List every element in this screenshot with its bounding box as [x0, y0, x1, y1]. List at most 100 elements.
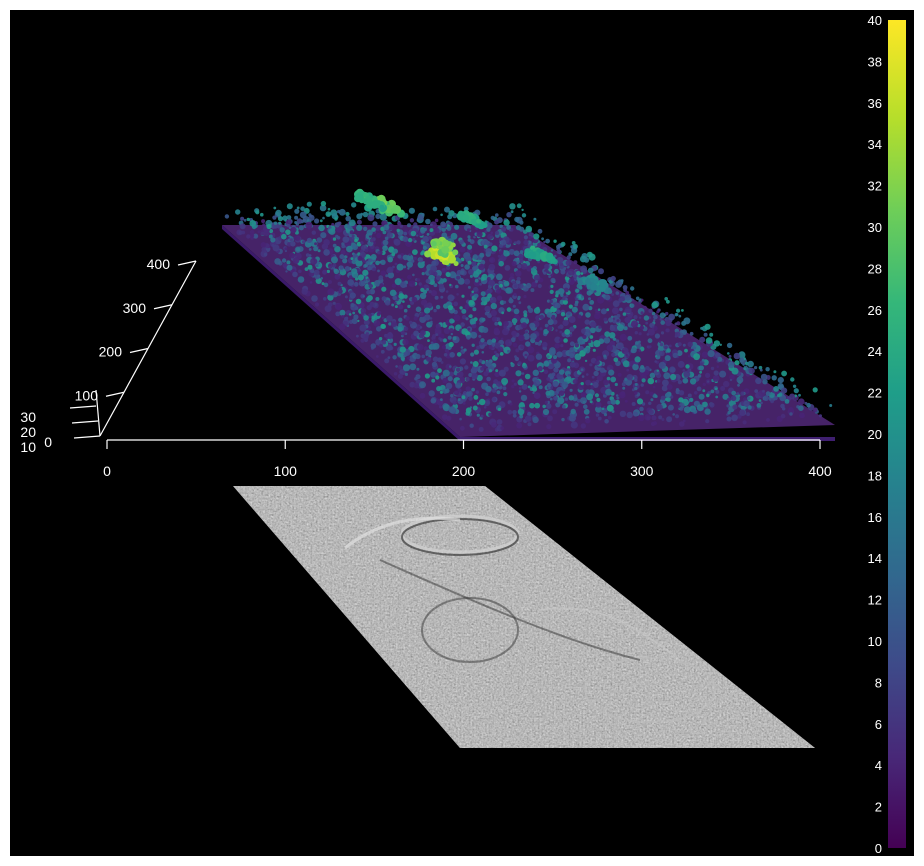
canopy-point: [327, 207, 331, 211]
canopy-point: [520, 263, 528, 270]
canopy-point: [595, 405, 602, 413]
z-tick-label: 30: [20, 409, 36, 425]
canopy-point: [766, 418, 770, 422]
canopy-point: [510, 362, 513, 365]
canopy-point: [480, 338, 485, 343]
canopy-point: [511, 384, 515, 389]
canopy-point: [446, 266, 451, 270]
canopy-point: [611, 410, 615, 413]
canopy-point: [461, 314, 467, 320]
canopy-point: [626, 355, 630, 359]
canopy-point: [625, 290, 630, 295]
canopy-point: [403, 265, 407, 269]
canopy-point: [352, 311, 356, 315]
canopy-point: [553, 254, 557, 258]
canopy-point: [572, 243, 578, 250]
canopy-point: [307, 264, 313, 270]
canopy-point: [571, 306, 578, 313]
canopy-point: [486, 277, 491, 281]
canopy-point: [666, 299, 670, 304]
canopy-point: [379, 283, 384, 288]
canopy-point: [636, 406, 640, 410]
canopy-point: [432, 206, 438, 212]
canopy-point: [490, 231, 494, 234]
canopy-point: [727, 397, 731, 402]
canopy-point: [372, 221, 378, 227]
canopy-point: [537, 228, 543, 234]
canopy-point: [698, 365, 704, 371]
canopy-point: [449, 271, 457, 279]
canopy-point: [640, 365, 645, 370]
canopy-point: [694, 384, 697, 387]
canopy-point: [607, 400, 611, 405]
canopy-point: [513, 382, 517, 386]
canopy-point: [251, 221, 257, 226]
canopy-point: [403, 231, 408, 236]
canopy-point: [381, 316, 385, 320]
canopy-point: [378, 337, 383, 341]
canopy-point: [484, 305, 491, 313]
canopy-point: [357, 256, 363, 261]
canopy-point: [525, 341, 531, 347]
canopy-point: [368, 330, 373, 334]
canopy-point: [544, 323, 549, 328]
canopy-point: [488, 279, 496, 287]
canopy-point: [435, 304, 441, 310]
canopy-point: [715, 389, 720, 394]
canopy-point: [513, 241, 518, 245]
canopy-point: [416, 278, 421, 282]
canopy-point: [563, 287, 569, 293]
canopy-point: [624, 377, 628, 381]
canopy-point: [407, 304, 411, 309]
canopy-point: [431, 378, 436, 383]
canopy-point: [281, 258, 287, 263]
canopy-point: [435, 333, 439, 336]
canopy-point: [305, 253, 310, 257]
canopy-point: [592, 382, 599, 388]
canopy-point: [471, 261, 477, 267]
canopy-point: [569, 347, 575, 353]
canopy-point: [407, 356, 411, 360]
canopy-point: [634, 386, 638, 391]
canopy-point: [615, 399, 620, 405]
canopy-point: [542, 346, 547, 351]
canopy-point: [286, 203, 293, 210]
canopy-point: [336, 221, 341, 227]
canopy-point: [352, 244, 358, 251]
canopy-point: [660, 331, 665, 335]
canopy-point: [507, 409, 513, 415]
canopy-point: [473, 293, 479, 299]
canopy-point: [366, 289, 371, 295]
canopy-point: [241, 230, 246, 235]
canopy-point: [646, 333, 650, 336]
canopy-point: [563, 338, 568, 343]
canopy-point: [286, 260, 291, 265]
canopy-point: [490, 297, 494, 301]
canopy-point: [653, 319, 656, 322]
canopy-point: [480, 291, 486, 297]
canopy-point: [314, 302, 320, 307]
canopy-point: [395, 365, 398, 368]
canopy-point: [322, 269, 328, 275]
canopy-point: [569, 326, 575, 332]
canopy-point: [413, 256, 417, 260]
canopy-point: [376, 312, 381, 317]
canopy-point: [356, 224, 363, 231]
canopy-point: [523, 295, 527, 299]
canopy-point: [359, 324, 367, 332]
colorbar-tick-label: 34: [868, 137, 882, 152]
canopy-point: [568, 414, 577, 422]
canopy-point: [323, 297, 327, 301]
canopy-point: [273, 221, 278, 225]
canopy-point: [381, 339, 387, 345]
canopy-point: [660, 320, 665, 325]
canopy-point: [493, 327, 500, 333]
canopy-point: [560, 269, 566, 275]
canopy-point: [651, 311, 656, 316]
canopy-point: [678, 314, 682, 318]
canopy-point: [434, 295, 439, 300]
canopy-point: [798, 393, 801, 397]
canopy-point: [559, 262, 564, 266]
canopy-point: [348, 313, 352, 316]
canopy-point: [572, 379, 578, 385]
